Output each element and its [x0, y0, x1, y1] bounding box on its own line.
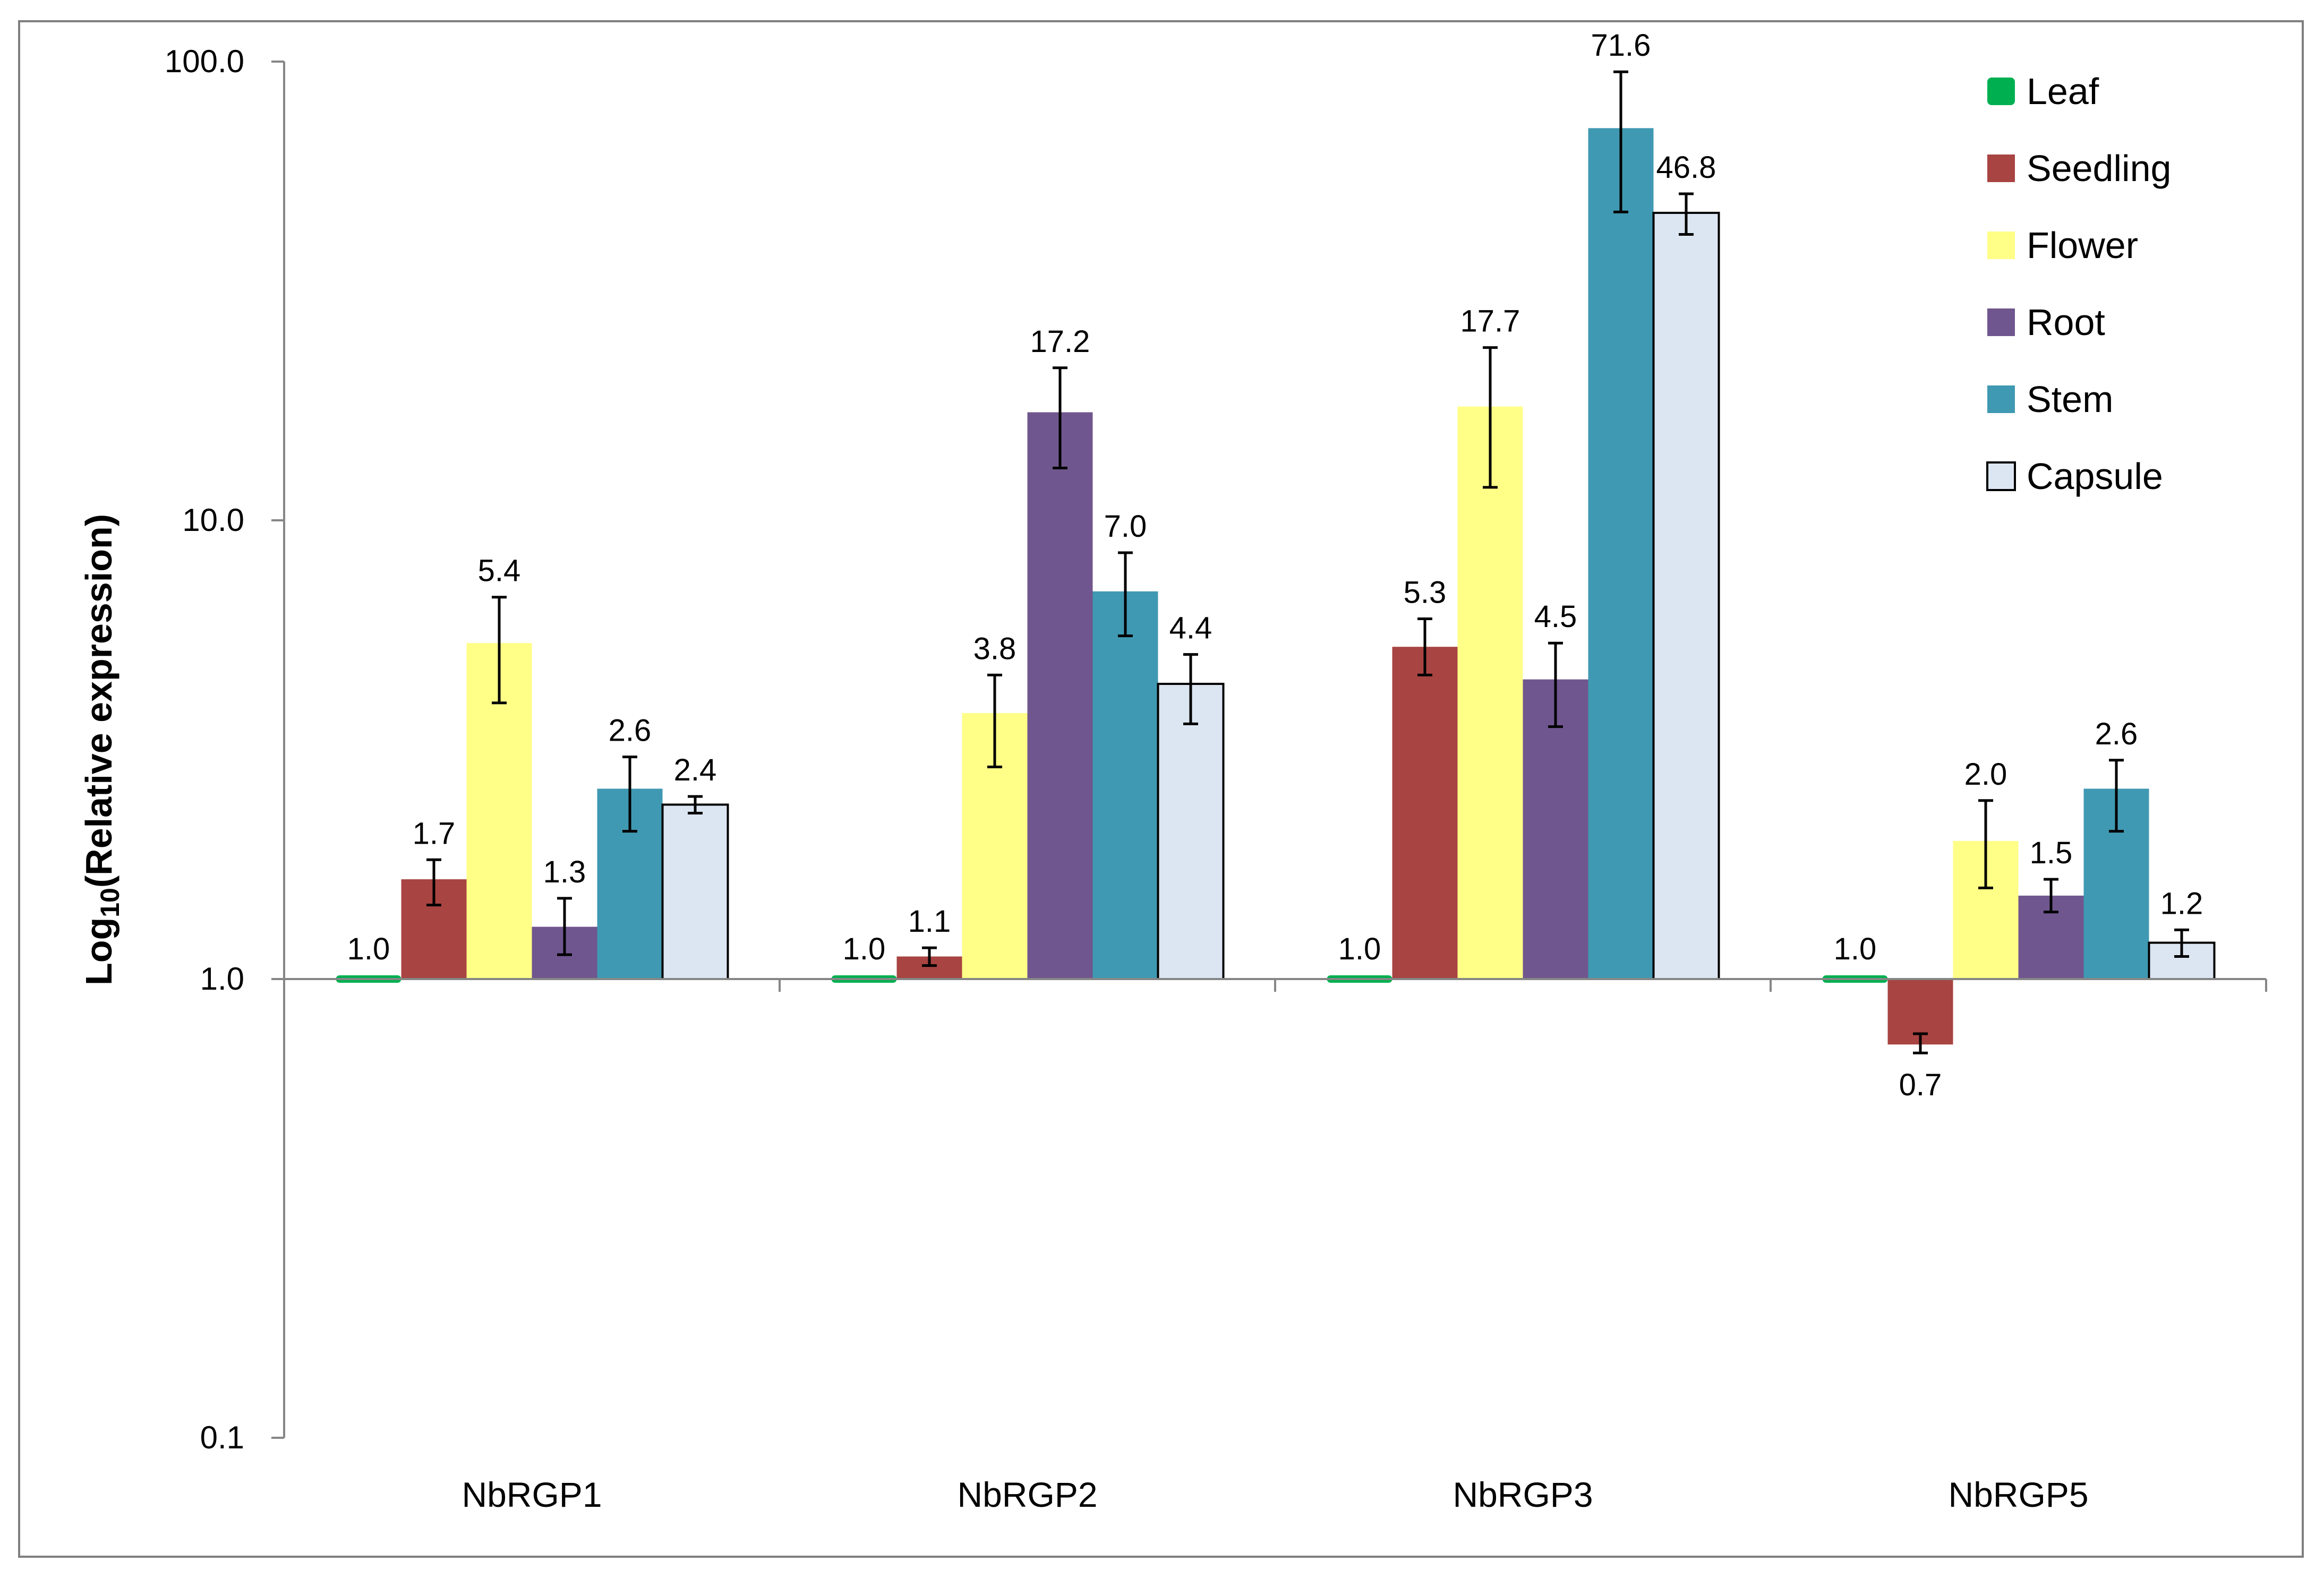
legend-label-root: Root — [2027, 302, 2105, 343]
legend-swatch-capsule — [1986, 461, 2016, 491]
legend: Leaf Seedling Flower Root Stem Capsule — [1986, 71, 2171, 497]
bar-flower-nbrgp3 — [1457, 406, 1523, 979]
y-ticks: 100.0 10.0 1.0 0.1 — [165, 44, 284, 1455]
x-category-label: NbRGP5 — [1948, 1475, 2088, 1514]
legend-label-seedling: Seedling — [2027, 148, 2171, 189]
bar-root-nbrgp2 — [1027, 412, 1093, 979]
x-category-labels: NbRGP1 NbRGP2 NbRGP3 NbRGP5 — [462, 979, 2267, 1514]
data-label: 0.7 — [1899, 1068, 1942, 1102]
y-tick-label: 10.0 — [182, 502, 244, 538]
y-tick-label: 0.1 — [200, 1420, 244, 1455]
data-label: 7.0 — [1104, 509, 1147, 544]
data-label: 3.8 — [973, 631, 1016, 666]
data-label: 1.5 — [2030, 836, 2073, 870]
data-label: 5.4 — [478, 554, 521, 588]
data-label: 1.0 — [1338, 932, 1381, 966]
y-tick-label: 100.0 — [165, 44, 244, 79]
data-label: 1.3 — [543, 855, 586, 889]
data-label: 1.0 — [1834, 932, 1877, 966]
legend-swatch-flower — [1987, 231, 2015, 259]
bar-stem-nbrgp2 — [1092, 591, 1158, 979]
data-labels-layer: 1.0 1.0 1.0 1.0 1.7 1.1 5.3 0.7 5.4 3.8 17.7 2.0 1.3… — [347, 28, 2203, 1102]
y-tick-label: 1.0 — [200, 961, 244, 997]
x-category-label: NbRGP1 — [462, 1475, 602, 1514]
data-label: 5.3 — [1404, 575, 1447, 610]
legend-swatch-root — [1987, 308, 2015, 336]
data-label: 17.7 — [1460, 304, 1520, 339]
error-bars-layer — [426, 70, 2189, 1054]
legend-swatch-seedling — [1987, 155, 2015, 182]
legend-label-capsule: Capsule — [2027, 456, 2163, 497]
legend-swatch-stem — [1987, 385, 2015, 413]
bar-stem-nbrgp3 — [1588, 128, 1654, 980]
x-category-label: NbRGP2 — [957, 1475, 1097, 1514]
data-label: 1.0 — [843, 932, 886, 966]
data-label: 17.2 — [1030, 324, 1090, 359]
legend-swatch-leaf — [1987, 78, 2015, 105]
data-label: 1.0 — [347, 932, 390, 966]
x-category-label: NbRGP3 — [1452, 1475, 1593, 1514]
data-label: 1.1 — [908, 904, 951, 939]
data-label: 1.7 — [413, 816, 456, 851]
bars-layer — [336, 128, 2216, 1045]
bar-root-nbrgp3 — [1523, 679, 1588, 979]
bar-seedling-nbrgp3 — [1392, 647, 1458, 979]
bar-capsule-nbrgp2 — [1157, 683, 1225, 980]
bar-capsule-nbrgp3 — [1652, 211, 1720, 980]
bar-capsule-nbrgp1 — [661, 803, 729, 980]
data-label: 2.6 — [609, 714, 652, 748]
legend-label-flower: Flower — [2027, 225, 2138, 266]
data-label: 2.0 — [1964, 757, 2007, 792]
data-label: 2.6 — [2095, 717, 2138, 751]
data-label: 71.6 — [1591, 28, 1651, 63]
data-label: 2.4 — [674, 753, 717, 787]
data-label: 1.2 — [2160, 886, 2203, 921]
legend-label-stem: Stem — [2027, 379, 2113, 420]
legend-label-leaf: Leaf — [2027, 71, 2099, 112]
data-label: 4.5 — [1534, 599, 1577, 634]
data-label: 46.8 — [1656, 150, 1716, 185]
y-axis-title: Log10(Relative expression) — [78, 514, 125, 985]
data-label: 4.4 — [1169, 611, 1212, 646]
